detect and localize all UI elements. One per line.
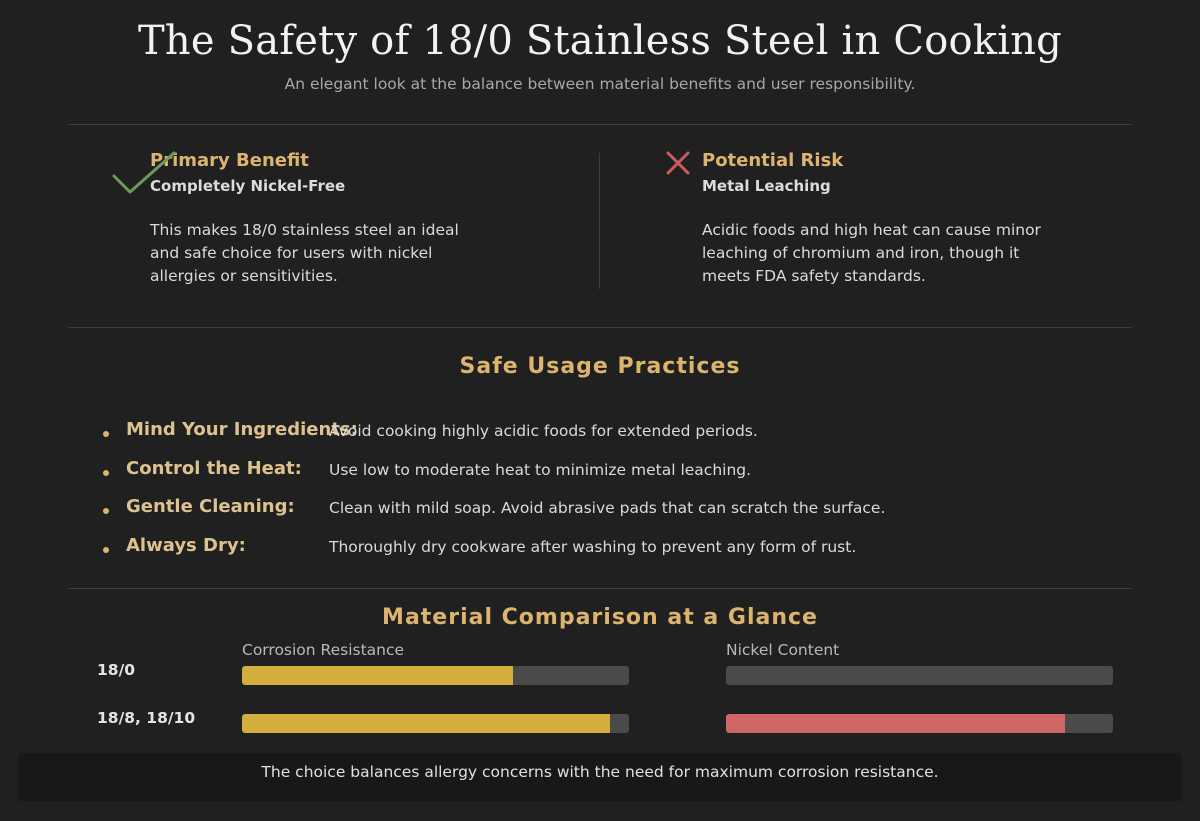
corrosion-bar — [242, 714, 610, 733]
list-item: Control the Heat: Use low to moderate he… — [100, 458, 1100, 497]
bullet-icon — [103, 508, 109, 515]
nickel-bar-track — [726, 714, 1113, 733]
column-header-nickel: Nickel Content — [726, 641, 840, 659]
practice-label: Gentle Cleaning: — [126, 496, 295, 518]
risk-subheading: Metal Leaching — [702, 177, 831, 195]
benefit-heading: Primary Benefit — [150, 150, 309, 171]
practice-text: Thoroughly dry cookware after washing to… — [329, 538, 857, 557]
practice-label: Mind Your Ingredients: — [126, 419, 358, 440]
page-title: The Safety of 18/0 Stainless Steel in Co… — [138, 18, 1062, 64]
bullet-icon — [103, 431, 109, 437]
benefit-subheading: Completely Nickel-Free — [150, 177, 346, 195]
row-label: 18/8, 18/10 — [97, 709, 196, 727]
card-divider — [599, 153, 600, 289]
divider — [68, 588, 1132, 589]
row-label: 18/0 — [97, 661, 136, 679]
list-item: Mind Your Ingredients: Avoid cooking hig… — [100, 419, 1100, 458]
list-item: Gentle Cleaning: Clean with mild soap. A… — [100, 496, 1100, 535]
benefit-card: Primary Benefit Completely Nickel-Free T… — [112, 150, 490, 288]
risk-body: Acidic foods and high heat can cause min… — [702, 221, 1041, 285]
corrosion-bar — [242, 666, 513, 685]
benefit-body: This makes 18/0 stainless steel an ideal… — [150, 221, 459, 285]
corrosion-bar-track — [242, 666, 629, 685]
checkmark-icon — [112, 151, 176, 194]
practice-text: Clean with mild soap. Avoid abrasive pad… — [329, 499, 886, 518]
list-item: Always Dry: Thoroughly dry cookware afte… — [100, 535, 1100, 574]
nickel-bar-track — [726, 666, 1113, 685]
corrosion-bar-track — [242, 714, 629, 733]
practices-list: Mind Your Ingredients: Avoid cooking hig… — [100, 419, 1100, 574]
practice-label: Always Dry: — [126, 535, 246, 557]
footer-note: The choice balances allergy concerns wit… — [19, 753, 1181, 801]
page-subtitle: An elegant look at the balance between m… — [284, 75, 916, 93]
practices-title: Safe Usage Practices — [459, 354, 741, 379]
comparison-title: Material Comparison at a Glance — [382, 605, 818, 630]
divider — [68, 327, 1132, 328]
practice-text: Avoid cooking highly acidic foods for ex… — [329, 422, 758, 440]
practice-text: Use low to moderate heat to minimize met… — [329, 460, 752, 479]
risk-card: Potential Risk Metal Leaching Acidic foo… — [666, 150, 1042, 288]
nickel-bar — [726, 714, 1065, 733]
divider — [68, 124, 1132, 125]
x-mark-icon — [666, 151, 690, 175]
practice-label: Control the Heat: — [126, 457, 302, 479]
bullet-icon — [103, 469, 109, 476]
column-header-corrosion: Corrosion Resistance — [242, 641, 405, 659]
risk-heading: Potential Risk — [702, 150, 844, 171]
bullet-icon — [103, 547, 109, 554]
